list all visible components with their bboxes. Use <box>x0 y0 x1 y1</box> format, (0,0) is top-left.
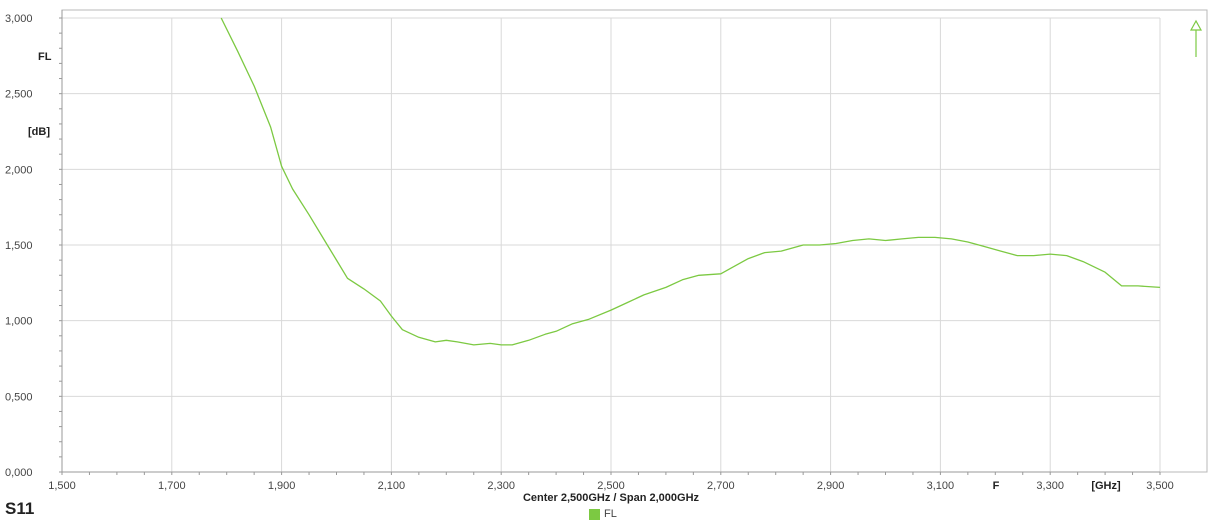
legend[interactable]: FL <box>589 508 617 520</box>
y-axis-label: FL <box>38 51 52 63</box>
legend-swatch <box>589 508 600 520</box>
x-tick-label: 1,900 <box>268 480 296 492</box>
x-tick-label: 1,700 <box>158 480 186 492</box>
trace-label: S11 <box>5 499 35 518</box>
y-tick-label: 0,000 <box>5 467 33 479</box>
series-line-fl <box>220 17 1161 346</box>
y-tick-label: 1,000 <box>5 316 33 328</box>
x-tick-label: 2,900 <box>817 480 845 492</box>
x-tick-label: 2,500 <box>597 480 625 492</box>
x-tick-label: 2,100 <box>378 480 406 492</box>
y-tick-label: 0,500 <box>5 391 33 403</box>
legend-label: FL <box>604 508 617 520</box>
y-tick-label: 3,000 <box>5 13 33 25</box>
y-tick-label: 2,500 <box>5 89 33 101</box>
x-axis-unit: [GHz] <box>1091 480 1121 492</box>
x-tick-label: 2,700 <box>707 480 735 492</box>
x-tick-label: 1,500 <box>48 480 76 492</box>
y-tick-label: 1,500 <box>5 240 33 252</box>
x-tick-label: 3,100 <box>927 480 955 492</box>
x-tick-label: 3,500 <box>1146 480 1174 492</box>
x-tick-label: 3,300 <box>1036 480 1064 492</box>
x-axis-label: F <box>993 480 1000 492</box>
y-tick-label: 2,000 <box>5 164 33 176</box>
marker-up-arrow-icon[interactable] <box>1189 18 1203 65</box>
chart-frame <box>61 9 1208 473</box>
x-tick-label: 2,300 <box>487 480 515 492</box>
center-span-label: Center 2,500GHz / Span 2,000GHz <box>523 492 700 504</box>
y-axis-unit: [dB] <box>28 126 50 138</box>
